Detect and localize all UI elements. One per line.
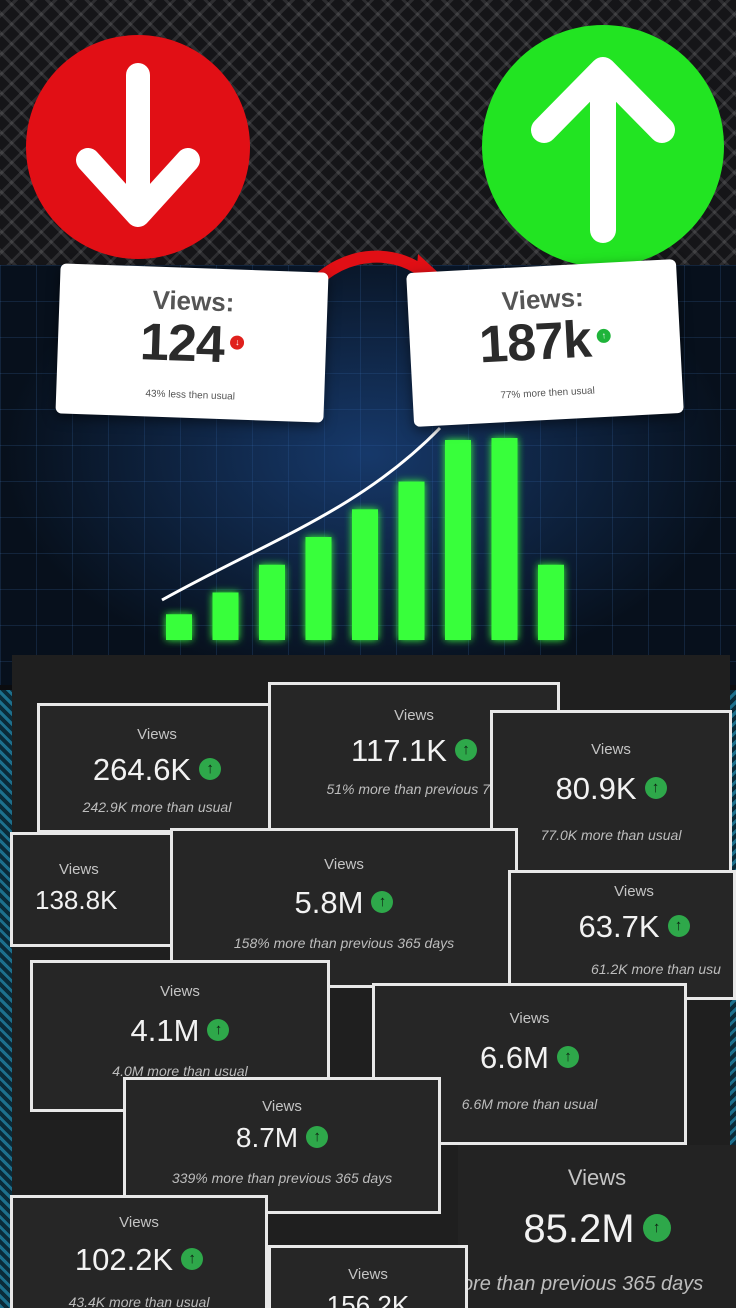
views-before-subtitle: 43% less then usual	[145, 388, 236, 403]
stat-value: 264.6K	[92, 752, 192, 787]
stat-card: Views 85.2M ore than previous 365 days	[458, 1145, 736, 1308]
red-down-arrow-icon	[26, 35, 250, 259]
chart-bar	[305, 537, 332, 640]
green-up-arrow-icon	[482, 25, 724, 267]
stat-sub: 6.6M more than usual	[461, 1096, 598, 1112]
stat-card: Views 102.2K 43.4K more than usual	[10, 1195, 268, 1308]
chart-bar	[538, 564, 564, 640]
stat-sub: 339% more than previous 365 days	[171, 1170, 393, 1186]
green-up-dot-icon	[596, 328, 611, 344]
chart-bar	[352, 509, 378, 640]
left-stripe-border	[0, 690, 12, 1308]
stat-value: 5.8M	[294, 885, 364, 920]
stat-label: Views	[348, 1266, 388, 1283]
stat-card: Views 264.6K 242.9K more than usual	[37, 703, 277, 833]
stat-value: 138.8K	[35, 885, 118, 915]
stat-label: Views	[137, 726, 177, 743]
stat-value: 6.6M	[480, 1040, 549, 1075]
stat-sub: 4.0M more than usual	[112, 1063, 248, 1079]
views-growth-chart	[115, 410, 612, 662]
chart-bar	[445, 439, 471, 640]
views-after-value: 187k	[477, 310, 593, 375]
stat-label: Views	[394, 707, 434, 724]
stat-label: Views	[59, 861, 99, 878]
up-arrow-icon	[667, 914, 690, 937]
stat-card: Views 80.9K 77.0K more than usual	[490, 710, 732, 875]
stat-value: 80.9K	[555, 771, 637, 806]
stat-value: 156.2K	[326, 1290, 410, 1308]
up-arrow-icon	[181, 1247, 204, 1270]
stat-value: 117.1K	[351, 733, 447, 768]
stat-value: 102.2K	[74, 1242, 174, 1277]
stat-card: Views 8.7M 339% more than previous 365 d…	[123, 1077, 441, 1214]
stat-sub: ore than previous 365 days	[462, 1273, 704, 1295]
up-arrow-icon	[371, 890, 394, 913]
chart-bar	[212, 592, 239, 640]
stat-card: Views 138.8K	[10, 832, 175, 947]
stat-sub: 51% more than previous 7 d	[326, 781, 502, 797]
chart-bar	[491, 438, 518, 640]
stat-value: 8.7M	[235, 1122, 299, 1153]
chart-bar	[166, 614, 192, 640]
stat-card: Views 63.7K 61.2K more than usu	[508, 870, 736, 1000]
views-before-card: Views: 124 43% less then usual	[55, 263, 329, 423]
up-arrow-icon	[306, 1125, 329, 1148]
stat-sub: 77.0K more than usual	[540, 827, 682, 843]
stat-card: Views 156.2K	[268, 1245, 468, 1308]
up-arrow-icon	[644, 776, 667, 799]
stat-label: Views	[324, 856, 364, 873]
up-arrow-icon	[207, 1018, 230, 1041]
trend-line	[161, 426, 442, 602]
stat-sub: 43.4K more than usual	[68, 1294, 210, 1308]
stat-sub: 242.9K more than usual	[82, 799, 232, 815]
stat-label: Views	[160, 983, 200, 1000]
stat-value: 63.7K	[578, 909, 660, 944]
stat-value: 85.2M	[523, 1207, 635, 1251]
views-after-card: Views: 187k 77% more then usual	[406, 259, 684, 427]
stat-value: 4.1M	[130, 1013, 200, 1048]
stat-label: Views	[614, 883, 654, 900]
chart-bar	[259, 564, 285, 640]
stat-label: Views	[567, 1165, 627, 1190]
up-arrow-icon	[556, 1045, 579, 1068]
up-arrow-icon	[454, 738, 477, 761]
up-arrow-icon	[199, 757, 222, 780]
up-arrow-icon	[642, 1214, 671, 1243]
stat-label: Views	[119, 1214, 159, 1231]
stat-sub: 158% more than previous 365 days	[233, 935, 455, 951]
stat-label: Views	[591, 741, 631, 758]
stat-label: Views	[509, 1010, 550, 1027]
stat-sub: 61.2K more than usu	[591, 961, 721, 977]
red-down-dot-icon	[229, 335, 245, 351]
chart-bar	[398, 481, 425, 640]
views-before-value: 124	[139, 313, 225, 375]
stat-label: Views	[262, 1098, 302, 1115]
views-after-subtitle: 77% more then usual	[500, 385, 596, 402]
